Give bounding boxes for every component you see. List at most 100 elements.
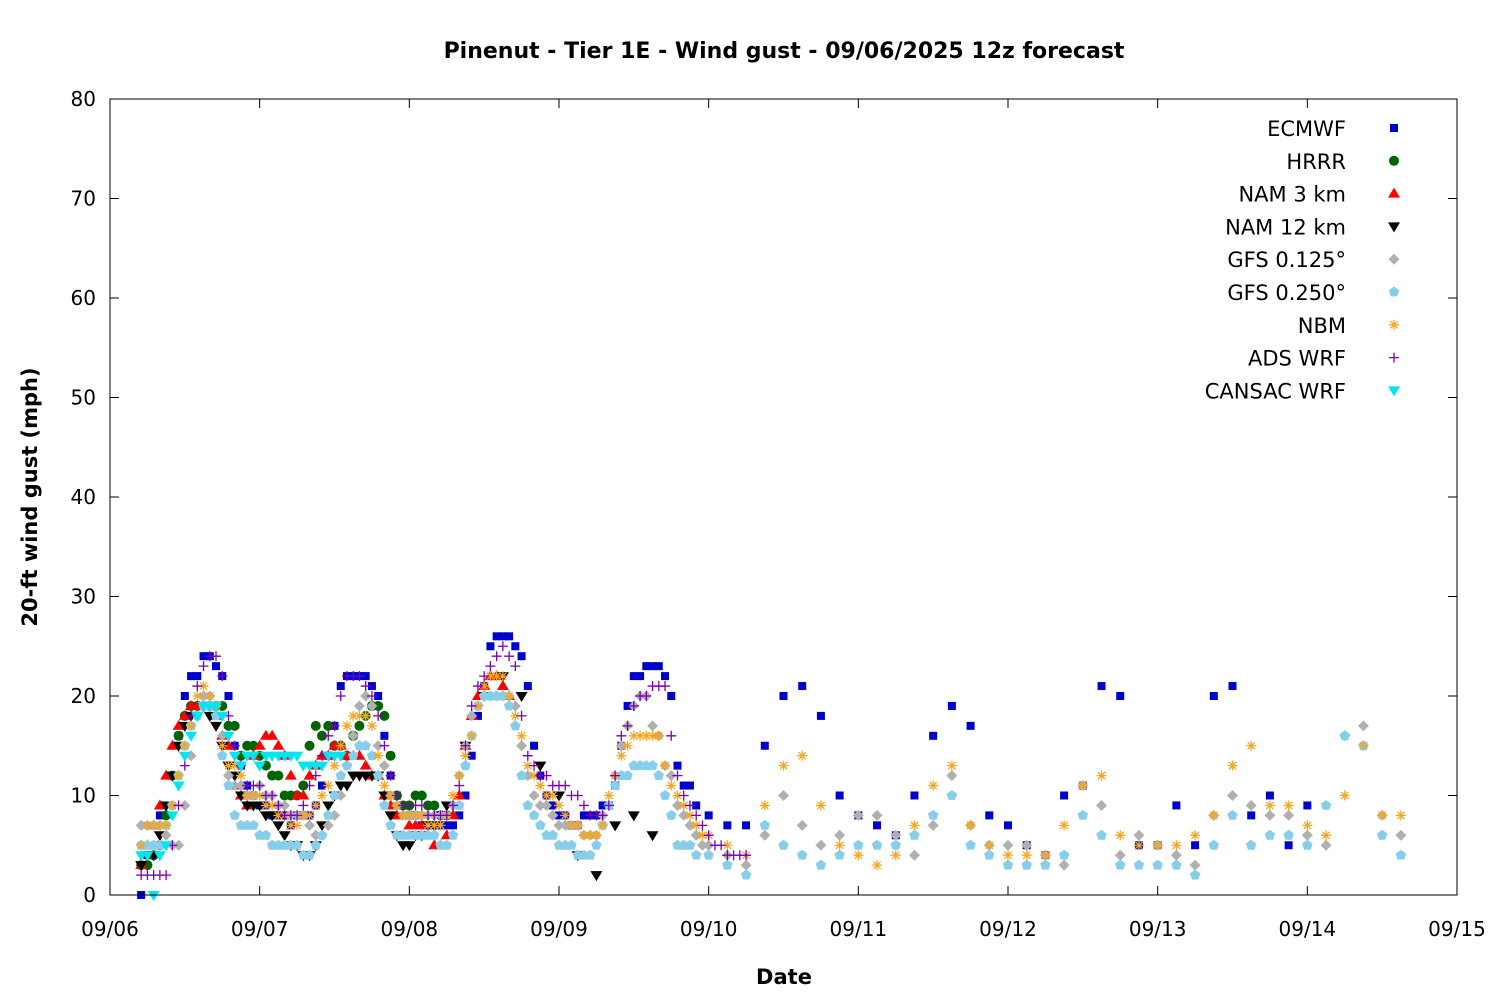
data-point	[591, 839, 602, 850]
data-point	[423, 820, 434, 831]
data-point	[473, 711, 482, 720]
data-point	[547, 790, 558, 801]
data-point	[336, 682, 345, 691]
data-point	[691, 820, 702, 831]
data-point	[142, 820, 153, 831]
data-point	[455, 811, 464, 820]
data-point	[179, 799, 191, 811]
data-point	[466, 730, 477, 741]
data-point	[610, 770, 621, 781]
data-point	[415, 819, 428, 830]
data-point	[585, 830, 596, 841]
data-point	[304, 849, 315, 860]
data-point	[547, 809, 559, 821]
data-point	[778, 760, 789, 771]
data-point	[322, 819, 334, 831]
data-point	[154, 820, 165, 831]
data-point	[454, 770, 465, 781]
data-point	[253, 801, 266, 812]
data-point	[603, 800, 614, 811]
data-point	[267, 790, 278, 801]
legend-label: CANSAC WRF	[1205, 379, 1346, 403]
y-tick-label: 70	[71, 187, 96, 211]
data-point	[472, 700, 483, 711]
data-point	[217, 671, 228, 682]
data-point	[629, 672, 638, 681]
data-point	[354, 671, 365, 682]
data-point	[391, 800, 402, 811]
data-point	[684, 800, 695, 811]
data-point	[160, 841, 173, 852]
data-point	[1247, 811, 1256, 820]
data-point	[908, 849, 920, 861]
data-point	[740, 859, 752, 871]
data-point	[191, 711, 204, 722]
data-point	[323, 730, 334, 741]
data-point	[628, 730, 639, 741]
data-point	[1284, 841, 1293, 850]
data-point	[547, 829, 558, 840]
data-point	[722, 859, 733, 870]
data-point	[360, 710, 371, 721]
data-point	[1152, 859, 1163, 870]
data-point	[798, 682, 807, 691]
data-point	[385, 750, 396, 761]
data-point	[1227, 760, 1238, 771]
data-point	[304, 780, 315, 791]
y-tick-label: 10	[71, 784, 96, 808]
data-point	[778, 839, 789, 850]
data-point	[447, 829, 459, 840]
data-point	[173, 770, 184, 781]
data-point	[692, 801, 701, 810]
data-point	[609, 821, 622, 832]
data-point	[703, 849, 714, 860]
data-point	[759, 819, 770, 830]
data-point	[510, 661, 521, 672]
data-point	[673, 761, 682, 770]
data-point	[667, 692, 676, 700]
data-point	[703, 830, 714, 841]
data-point	[310, 800, 321, 811]
data-point	[435, 820, 446, 831]
data-point	[372, 770, 384, 780]
data-point	[1208, 839, 1219, 850]
data-point	[192, 691, 203, 701]
data-point	[560, 810, 571, 821]
data-point	[441, 810, 452, 821]
data-point	[167, 800, 178, 811]
data-point	[890, 829, 902, 841]
data-point	[946, 790, 958, 800]
data-point	[929, 731, 938, 740]
data-point	[1301, 829, 1313, 841]
data-point	[166, 739, 179, 750]
data-point	[909, 829, 920, 840]
data-point	[1077, 809, 1089, 820]
data-point	[348, 710, 359, 721]
y-tick-label: 60	[71, 286, 96, 310]
data-point	[253, 739, 266, 750]
data-point	[1171, 840, 1182, 851]
data-point	[622, 720, 633, 731]
data-point	[722, 840, 733, 851]
data-point	[1002, 839, 1014, 851]
data-point	[291, 839, 303, 850]
data-point	[522, 800, 534, 810]
data-point	[1003, 850, 1013, 861]
data-point	[486, 642, 495, 651]
data-point	[360, 690, 372, 702]
data-point	[946, 760, 957, 771]
data-point	[224, 692, 233, 700]
data-point	[985, 811, 994, 820]
data-point	[366, 691, 377, 701]
data-point	[1395, 849, 1407, 860]
x-tick-label: 09/09	[530, 917, 588, 941]
data-point	[1002, 859, 1014, 870]
data-point	[627, 811, 640, 822]
data-point	[691, 810, 702, 821]
chart-title: Pinenut - Tier 1E - Wind gust - 09/06/20…	[444, 39, 1125, 64]
legend-marker	[1390, 124, 1398, 132]
data-point	[359, 759, 372, 770]
y-tick-label: 50	[71, 386, 96, 410]
data-point	[1320, 800, 1332, 810]
